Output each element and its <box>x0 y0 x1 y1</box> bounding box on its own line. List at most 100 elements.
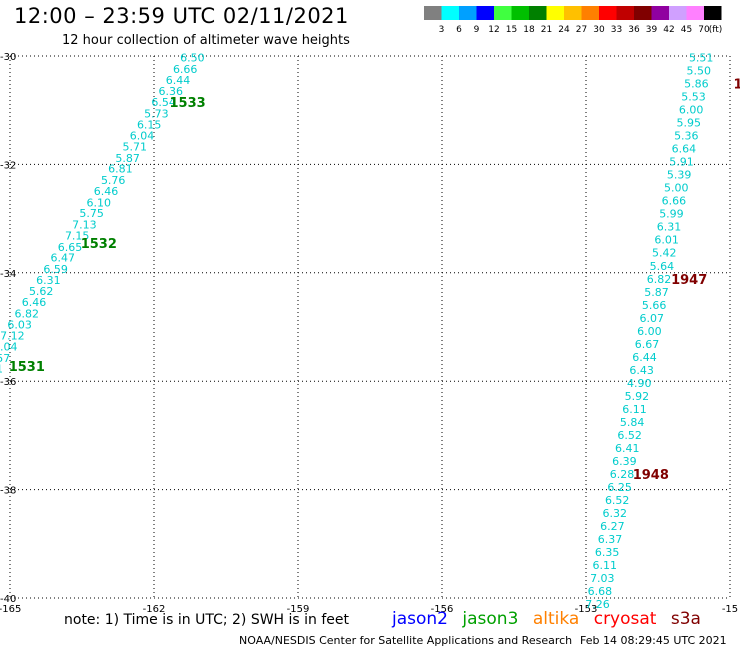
color-swatch <box>581 6 599 20</box>
color-swatch <box>686 6 704 20</box>
x-tick-label: -159 <box>287 604 310 615</box>
color-swatch <box>424 6 442 20</box>
color-swatch <box>494 6 512 20</box>
wave-height-value: 6.11 <box>592 559 617 572</box>
wave-height-value: 6.68 <box>588 585 613 598</box>
pass-time-label: 1531 <box>9 360 45 375</box>
page-title: 12:00 – 23:59 UTC 02/11/2021 <box>14 4 349 28</box>
x-tick-label: -156 <box>431 604 454 615</box>
color-swatch <box>476 6 494 20</box>
color-bin-label: 18 <box>523 25 535 35</box>
wave-height-value: 6.44 <box>166 74 191 87</box>
page-subtitle: 12 hour collection of altimeter wave hei… <box>62 33 350 48</box>
wave-height-value: 6.04 <box>0 341 17 354</box>
wave-height-value: 6.81 <box>108 163 133 176</box>
pass-time-label: 1533 <box>170 96 206 111</box>
color-bin-label: 45 <box>681 25 692 35</box>
wave-height-value: 7.12 <box>0 330 25 343</box>
wave-height-value: 6.36 <box>159 85 184 98</box>
wave-height-value: 6.00 <box>679 104 704 117</box>
wave-height-value: 7.26 <box>585 598 610 611</box>
wave-height-value: 6.25 <box>607 481 632 494</box>
wave-height-value: 5.50 <box>687 65 712 78</box>
wave-height-value: 6.35 <box>595 546 620 559</box>
color-bin-label: 42 <box>663 25 674 35</box>
color-swatch <box>616 6 634 20</box>
wave-height-value: 5.73 <box>144 107 169 120</box>
footer-note: note: 1) Time is in UTC; 2) SWH is in fe… <box>64 612 350 628</box>
y-tick-label: -30 <box>0 52 16 63</box>
wave-height-value: 6.61 <box>0 363 3 376</box>
wave-height-value: 6.54 <box>151 96 176 109</box>
color-swatch <box>459 6 477 20</box>
wave-height-value: 6.41 <box>615 442 640 455</box>
wave-height-value: 6.07 <box>640 312 665 325</box>
wave-height-value: 5.92 <box>625 390 650 403</box>
wave-height-value: 6.11 <box>622 403 647 416</box>
color-swatch <box>704 6 722 20</box>
color-bin-label: 15 <box>506 25 517 35</box>
color-bin-label: 33 <box>611 25 622 35</box>
wave-height-value: 5.86 <box>684 78 709 91</box>
color-bin-label: 39 <box>646 25 658 35</box>
color-bin-label: 27 <box>576 25 587 35</box>
wave-height-value: 6.52 <box>617 429 642 442</box>
wave-height-value: 6.39 <box>612 455 637 468</box>
wave-height-value: 6.10 <box>87 196 112 209</box>
wave-height-value: 6.82 <box>15 307 40 320</box>
color-bin-label: 21 <box>541 25 552 35</box>
wave-height-value: 6.65 <box>58 241 83 254</box>
color-bin-label: 70 <box>698 25 710 35</box>
x-tick-label: -153 <box>575 604 598 615</box>
pass-time-label: 1946 <box>734 78 740 93</box>
legend-item-s3a: s3a <box>670 609 701 629</box>
wave-height-value: 6.50 <box>180 52 205 65</box>
wave-height-value: 6.46 <box>22 296 47 309</box>
wave-height-value: 5.64 <box>650 260 675 273</box>
legend-item-cryosat: cryosat <box>593 609 657 629</box>
y-tick-label: -40 <box>0 594 16 605</box>
pass-time-label: 1532 <box>81 237 117 252</box>
wave-height-value: 6.28 <box>610 468 635 481</box>
legend-item-altika: altika <box>532 609 580 629</box>
color-swatch <box>599 6 617 20</box>
wave-height-value: 5.00 <box>664 182 689 195</box>
wave-height-value: 6.46 <box>94 185 119 198</box>
wave-height-value: 5.42 <box>652 247 677 260</box>
wave-height-value: 5.62 <box>29 285 54 298</box>
wave-height-value: 6.44 <box>632 351 657 364</box>
wave-height-value: 5.91 <box>669 156 694 169</box>
y-tick-label: -36 <box>0 377 16 388</box>
generated-timestamp: Feb 14 08:29:45 UTC 2021 <box>580 634 727 647</box>
wave-height-value: 5.87 <box>115 152 140 165</box>
wave-height-value: 5.39 <box>667 169 692 182</box>
wave-height-value: 5.84 <box>620 416 645 429</box>
color-swatch <box>546 6 564 20</box>
color-bin-label: 3 <box>439 25 445 35</box>
color-swatch <box>651 6 669 20</box>
wave-height-value: 6.43 <box>629 364 654 377</box>
wave-height-value: 5.51 <box>689 52 714 65</box>
wave-height-value: 6.00 <box>637 325 662 338</box>
wave-height-value: 6.66 <box>662 195 687 208</box>
color-bin-label: 12 <box>488 25 499 35</box>
wave-height-value: 6.67 <box>635 338 660 351</box>
color-swatch <box>529 6 547 20</box>
wave-height-value: 5.87 <box>644 286 669 299</box>
color-swatch <box>564 6 582 20</box>
wave-height-value: 5.95 <box>676 117 701 130</box>
legend-item-jason2: jason2 <box>392 609 448 629</box>
x-tick-label: -162 <box>143 604 166 615</box>
wave-height-value: 6.59 <box>43 263 68 276</box>
wave-height-value: 4.90 <box>627 377 652 390</box>
color-bin-label: 24 <box>558 25 570 35</box>
wave-height-value: 5.53 <box>681 91 706 104</box>
credit-text: NOAA/NESDIS Center for Satellite Applica… <box>239 634 573 647</box>
wave-height-value: 6.15 <box>137 118 162 131</box>
color-swatch <box>634 6 652 20</box>
wave-height-value: 5.71 <box>123 141 148 154</box>
wave-height-value: 6.52 <box>605 494 630 507</box>
wave-height-value: 6.37 <box>598 533 623 546</box>
color-swatch <box>441 6 459 20</box>
